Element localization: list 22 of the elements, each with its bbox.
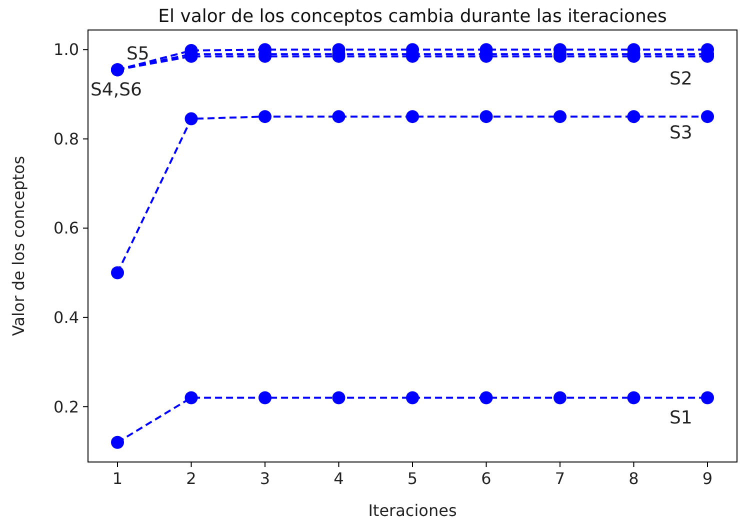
x-tick-label: 7 <box>554 469 566 488</box>
y-tick-label: 0.8 <box>54 129 79 148</box>
y-tick-label: 1.0 <box>54 40 79 60</box>
series-label: S1 <box>670 408 692 429</box>
x-tick-label: 5 <box>407 469 418 488</box>
x-tick-label: 6 <box>481 469 492 488</box>
series-label: S2 <box>670 68 692 90</box>
x-tick-label: 1 <box>112 469 123 488</box>
y-tick-label: 0.4 <box>54 308 79 328</box>
chart-title: El valor de los conceptos cambia durante las iteraciones <box>158 6 667 27</box>
y-axis-title: Valor de los conceptos <box>9 156 28 336</box>
series-label: S5 <box>126 44 150 65</box>
x-tick-label: 8 <box>628 469 639 488</box>
series-label: S4,S6 <box>90 80 142 101</box>
y-tick-label: 0.2 <box>54 397 79 416</box>
x-tick-label: 9 <box>702 469 713 488</box>
y-tick-label: 0.6 <box>54 218 79 238</box>
x-tick-label: 4 <box>334 469 344 488</box>
x-tick-label: 2 <box>186 469 196 488</box>
x-tick-label: 3 <box>260 469 270 488</box>
series-label: S3 <box>670 122 692 144</box>
x-axis-title: Iteraciones <box>368 501 457 520</box>
